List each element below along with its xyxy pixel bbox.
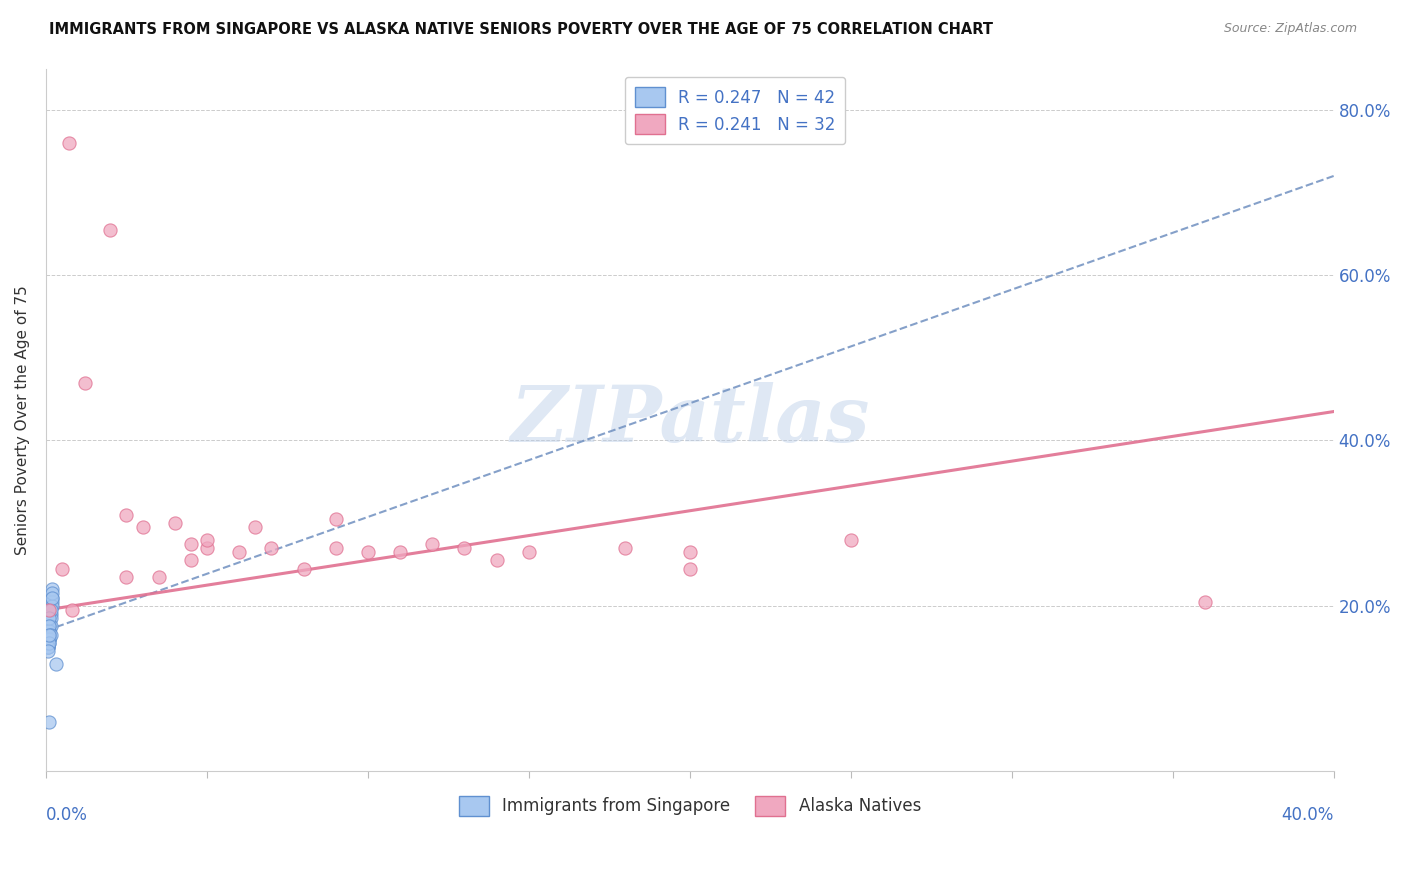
- Point: [420, 537, 443, 551]
- Point: [517, 545, 540, 559]
- Point: [38, 714, 60, 729]
- Point: [38, 619, 60, 633]
- Point: [38, 636, 60, 650]
- Point: [839, 533, 862, 547]
- Point: [245, 520, 267, 534]
- Point: [292, 561, 315, 575]
- Point: [38, 628, 60, 642]
- Point: [38, 624, 60, 638]
- Text: 40.0%: 40.0%: [1281, 806, 1334, 824]
- Point: [679, 545, 702, 559]
- Point: [38, 628, 60, 642]
- Point: [37, 603, 59, 617]
- Point: [679, 561, 702, 575]
- Point: [37, 636, 59, 650]
- Point: [325, 541, 347, 555]
- Legend: Immigrants from Singapore, Alaska Natives: Immigrants from Singapore, Alaska Native…: [453, 789, 928, 822]
- Point: [485, 553, 508, 567]
- Point: [389, 545, 412, 559]
- Text: ZIPatlas: ZIPatlas: [510, 382, 869, 458]
- Point: [228, 545, 250, 559]
- Point: [37, 640, 59, 655]
- Point: [38, 632, 60, 646]
- Text: Source: ZipAtlas.com: Source: ZipAtlas.com: [1223, 22, 1357, 36]
- Point: [38, 628, 60, 642]
- Point: [41, 582, 63, 597]
- Point: [180, 553, 202, 567]
- Point: [115, 570, 138, 584]
- Point: [37, 644, 59, 658]
- Point: [38, 603, 60, 617]
- Point: [38, 624, 60, 638]
- Point: [38, 632, 60, 646]
- Point: [39, 607, 62, 621]
- Y-axis label: Seniors Poverty Over the Age of 75: Seniors Poverty Over the Age of 75: [15, 285, 30, 555]
- Text: IMMIGRANTS FROM SINGAPORE VS ALASKA NATIVE SENIORS POVERTY OVER THE AGE OF 75 CO: IMMIGRANTS FROM SINGAPORE VS ALASKA NATI…: [49, 22, 993, 37]
- Point: [41, 591, 63, 605]
- Point: [73, 376, 96, 390]
- Point: [195, 541, 218, 555]
- Point: [38, 636, 60, 650]
- Point: [58, 136, 80, 150]
- Point: [131, 520, 153, 534]
- Point: [37, 640, 59, 655]
- Point: [115, 508, 138, 522]
- Point: [45, 657, 67, 671]
- Point: [260, 541, 283, 555]
- Point: [60, 603, 83, 617]
- Point: [37, 636, 59, 650]
- Point: [41, 586, 63, 600]
- Point: [38, 611, 60, 625]
- Point: [39, 628, 62, 642]
- Point: [38, 619, 60, 633]
- Point: [614, 541, 637, 555]
- Point: [38, 628, 60, 642]
- Point: [37, 636, 59, 650]
- Point: [453, 541, 475, 555]
- Point: [195, 533, 218, 547]
- Point: [38, 615, 60, 630]
- Point: [163, 516, 186, 530]
- Point: [39, 603, 62, 617]
- Point: [39, 619, 62, 633]
- Text: 0.0%: 0.0%: [46, 806, 87, 824]
- Point: [38, 619, 60, 633]
- Point: [1194, 595, 1216, 609]
- Point: [38, 624, 60, 638]
- Point: [39, 611, 62, 625]
- Point: [37, 632, 59, 646]
- Point: [38, 632, 60, 646]
- Point: [38, 632, 60, 646]
- Point: [180, 537, 202, 551]
- Point: [41, 595, 63, 609]
- Point: [325, 512, 347, 526]
- Point: [41, 591, 63, 605]
- Point: [98, 223, 121, 237]
- Point: [357, 545, 380, 559]
- Point: [41, 599, 63, 613]
- Point: [39, 599, 62, 613]
- Point: [51, 561, 73, 575]
- Point: [38, 624, 60, 638]
- Point: [37, 640, 59, 655]
- Point: [148, 570, 170, 584]
